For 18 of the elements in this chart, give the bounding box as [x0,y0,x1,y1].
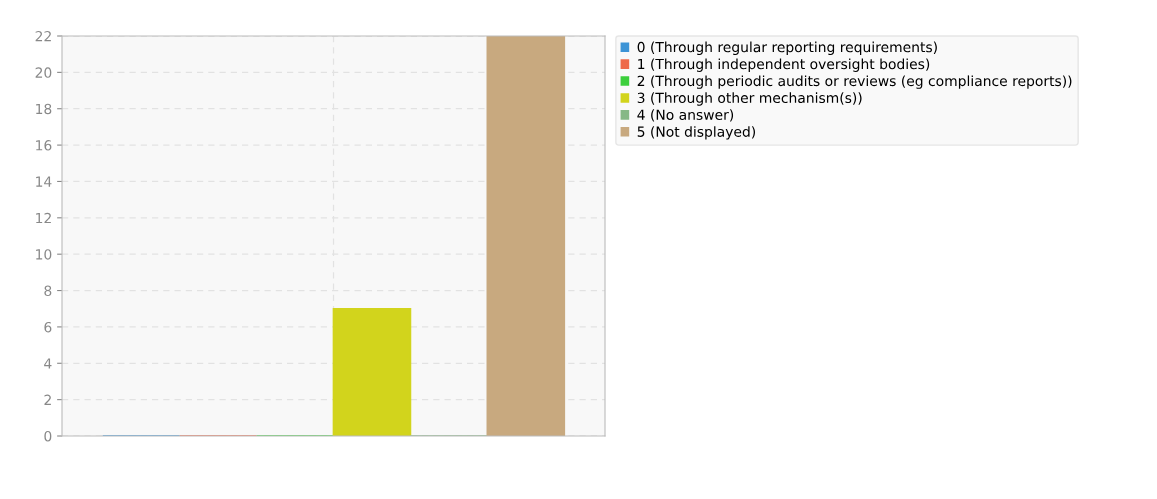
y-tick-label: 2 [44,394,51,405]
y-tick-label: 18 [36,103,52,115]
y-tick-label: 14 [36,176,52,187]
legend-label: 5 (Not displayed) [637,126,756,140]
legend-label: 4 (No answer) [637,109,734,122]
y-tick-label: 10 [36,249,52,260]
y-tick-label: 8 [44,285,52,297]
legend-label: 1 (Through independent oversight bodies) [638,58,930,72]
y-tick-label: 4 [44,358,52,369]
y-tick-label: 22 [35,30,51,42]
legend-label: 3 (Through other mechanism(s)) [637,92,862,106]
legend-label: 0 (Through regular reporting requirements) [637,41,937,55]
y-tick-label: 20 [35,67,52,78]
y-tick-label: 6 [44,321,52,333]
y-tick-label: 16 [36,140,52,151]
y-tick-label: 12 [36,212,51,224]
legend-label: 2 (Through periodic audits or reviews (eg compliance reports)) [637,75,1072,89]
y-tick-label: 0 [44,430,52,442]
